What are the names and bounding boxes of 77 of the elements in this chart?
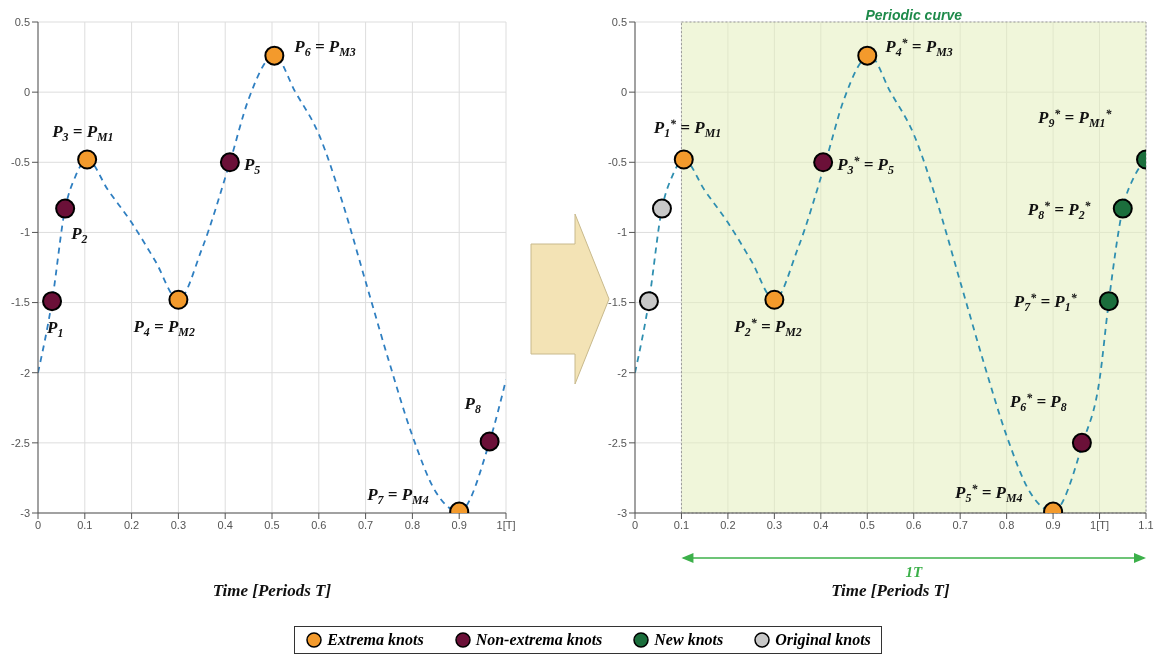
annotation: P$_{6}$ = P$_{M3}$ (293, 36, 356, 59)
x-tick-label: 1[T] (1090, 518, 1110, 531)
x-tick-label: 0.2 (123, 518, 140, 531)
annotation: P$_{8}$ (463, 394, 482, 417)
x-tick-label: 0.7 (952, 518, 968, 531)
band-label: Periodic curve (865, 7, 963, 23)
y-tick-label: -3 (617, 506, 627, 519)
x-tick-label: 0.4 (217, 518, 233, 531)
point (264, 45, 285, 66)
annotation: P$_{2}$ (70, 223, 88, 246)
y-tick-label: -1 (20, 226, 30, 239)
annotation: P$_{4}$ = P$_{M2}$ (132, 316, 195, 339)
point (77, 149, 98, 170)
x-tick-label: 0.8 (998, 518, 1015, 531)
annotation: P$_{3}$$^{*}$ = P$_{5}$ (836, 153, 895, 177)
point (42, 291, 63, 312)
point (1071, 432, 1092, 453)
legend-label: Original knots (775, 631, 871, 649)
y-tick-label: -2.5 (608, 436, 627, 449)
x-tick-label: 0.6 (906, 518, 922, 531)
legend-label: New knots (654, 631, 724, 649)
point (673, 149, 694, 170)
point (168, 289, 189, 310)
x-tick-label: 0.5 (859, 518, 875, 531)
annotation: P$_{6}$$^{*}$ = P$_{8}$ (1008, 390, 1067, 414)
x-tick-label: 0.5 (264, 518, 280, 531)
y-tick-label: 0.5 (611, 15, 627, 28)
x-tick-label: 0.9 (1045, 518, 1061, 531)
legend-label: Extrema knots (327, 631, 424, 649)
x-axis-title: Time [Periods T] (831, 581, 950, 600)
text: 1T (905, 564, 923, 580)
x-axis-title: Time [Periods T] (212, 581, 332, 600)
annotation: P$_{5}$ (242, 155, 261, 177)
point (857, 45, 878, 66)
point (219, 152, 240, 173)
y-tick-label: 0 (23, 86, 30, 99)
x-tick-label: 0 (631, 518, 639, 531)
x-tick-label: 0.9 (451, 518, 467, 531)
point (638, 291, 659, 312)
x-tick-label: 0 (34, 518, 42, 531)
y-tick-label: -0.5 (11, 156, 30, 169)
x-tick-label: 0.3 (766, 518, 783, 531)
x-tick-label: 0.3 (170, 518, 187, 531)
y-tick-label: -3 (20, 506, 30, 519)
point (1112, 198, 1133, 219)
y-tick-label: 0 (620, 86, 627, 99)
point (764, 289, 785, 310)
y-tick-label: -2.5 (11, 436, 30, 449)
legend-label: Non-extrema knots (475, 631, 603, 649)
annotation: P$_{4}$$^{*}$ = P$_{M3}$ (884, 35, 953, 59)
point (813, 152, 834, 173)
point (1098, 291, 1119, 312)
annotation: P$_{1}$$^{*}$ = P$_{M1}$ (652, 117, 722, 141)
x-tick-label: 0.4 (813, 518, 829, 531)
y-tick-label: -1.5 (11, 296, 30, 309)
point (479, 431, 500, 452)
x-tick-label: 0.6 (311, 518, 327, 531)
y-tick-label: -1.5 (608, 296, 627, 309)
annotation: P$_{5}$$^{*}$ = P$_{M4}$ (954, 481, 1023, 505)
x-tick-label: 0.7 (357, 518, 374, 531)
y-tick-label: -2 (20, 366, 30, 379)
y-tick-label: -2 (617, 366, 627, 379)
annotation: P$_{2}$$^{*}$ = P$_{M2}$ (733, 315, 802, 339)
y-tick-label: 0.5 (14, 15, 30, 28)
y-tick-label: -0.5 (608, 156, 627, 169)
y-tick-label: -1 (617, 226, 627, 239)
x-tick-label: 1[T] (496, 518, 516, 531)
point (651, 198, 672, 219)
annotation: P$_{1}$ (46, 318, 64, 340)
point (55, 198, 76, 219)
x-tick-label: 0.1 (77, 518, 93, 531)
x-tick-label: 1.1 (1138, 518, 1154, 531)
x-tick-label: 0.2 (720, 518, 736, 531)
x-tick-label: 0.8 (404, 518, 421, 531)
x-tick-label: 0.1 (673, 518, 690, 531)
annotation: P$_{3}$ = P$_{M1}$ (51, 122, 114, 145)
annotation: P$_{7}$ = P$_{M4}$ (366, 484, 429, 507)
